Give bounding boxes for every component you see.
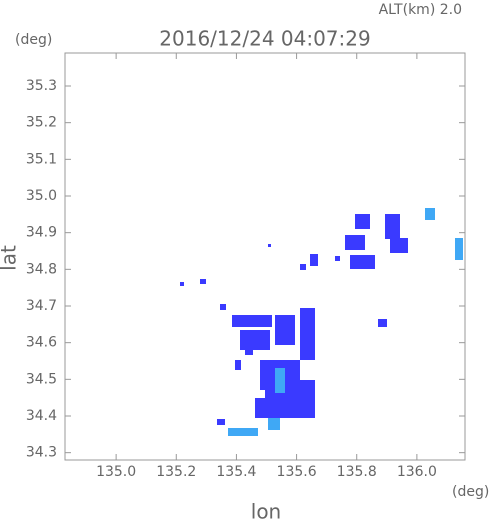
x-tick-label: 135.4 xyxy=(216,464,256,480)
echo xyxy=(425,208,435,220)
echo xyxy=(335,256,340,261)
echo xyxy=(390,238,408,253)
y-tick-label: 34.8 xyxy=(26,261,57,277)
echo xyxy=(255,398,285,418)
echo xyxy=(240,330,270,350)
echo xyxy=(275,368,285,393)
y-unit: (deg) xyxy=(15,32,52,48)
x-unit: (deg) xyxy=(452,484,489,500)
echo xyxy=(355,214,370,229)
echo xyxy=(228,428,258,436)
echo xyxy=(268,418,280,430)
radar-echoes xyxy=(180,208,463,436)
altitude-label: ALT(km) 2.0 xyxy=(379,2,462,18)
echo xyxy=(290,395,310,415)
plot-frame xyxy=(64,52,466,461)
echo xyxy=(235,360,241,370)
x-tick-label: 135.6 xyxy=(277,464,317,480)
echo xyxy=(200,279,206,284)
x-tick-label: 135.0 xyxy=(96,464,136,480)
y-tick-label: 34.3 xyxy=(26,445,57,461)
y-tick-label: 34.5 xyxy=(26,371,57,387)
echo xyxy=(300,308,315,360)
x-tick-label: 135.2 xyxy=(156,464,196,480)
echo xyxy=(180,282,184,286)
y-axis-label: lat xyxy=(0,245,21,271)
y-tick-label: 34.6 xyxy=(26,335,57,351)
x-tick-label: 135.8 xyxy=(337,464,377,480)
y-tick-label: 35.0 xyxy=(26,188,57,204)
echo xyxy=(217,419,225,425)
x-axis-label: lon xyxy=(251,500,281,521)
echo xyxy=(275,315,295,345)
y-tick-label: 34.7 xyxy=(26,298,57,314)
echo xyxy=(268,244,271,247)
y-tick-label: 34.9 xyxy=(26,225,57,241)
y-tick-label: 35.2 xyxy=(26,115,57,131)
echo xyxy=(345,235,365,250)
x-tick-label: 136.0 xyxy=(397,464,437,480)
y-tick-label: 35.3 xyxy=(26,78,57,94)
echo xyxy=(350,255,375,269)
y-tick-label: 35.1 xyxy=(26,151,57,167)
echo xyxy=(245,345,253,355)
echo xyxy=(220,304,226,310)
echo xyxy=(232,315,272,327)
echo xyxy=(300,264,306,270)
chart-title: 2016/12/24 04:07:29 xyxy=(159,27,370,51)
echo xyxy=(310,254,318,266)
echo xyxy=(385,214,400,239)
echo xyxy=(455,238,463,260)
y-tick-label: 34.4 xyxy=(26,408,57,424)
echo xyxy=(378,319,387,327)
